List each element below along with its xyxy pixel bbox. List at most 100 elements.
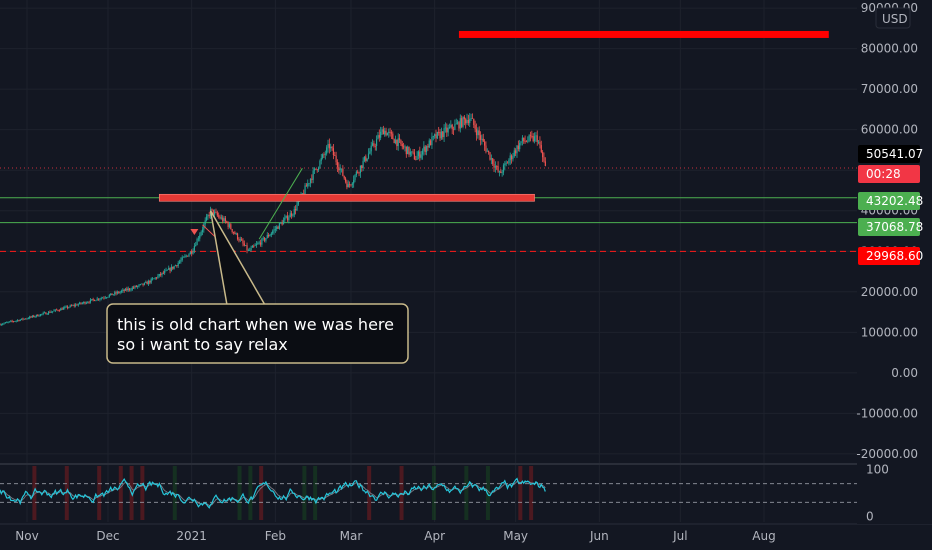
- candle-body-350: [471, 117, 474, 119]
- candle-body-14: [18, 320, 20, 321]
- candle-body-285: [384, 130, 386, 135]
- candle-body-401: [540, 145, 542, 153]
- annotation-callout[interactable]: this is old chart when we was here so i …: [106, 210, 409, 364]
- candle-body-33: [43, 312, 46, 314]
- candle-body-27: [35, 314, 38, 317]
- candle-body-207: [278, 222, 281, 229]
- candle-body-178: [239, 239, 241, 241]
- price-tick-label-7: 20000.00: [861, 285, 918, 299]
- candle-body-169: [227, 222, 229, 227]
- candle-body-281: [378, 135, 380, 138]
- candle-body-320: [431, 136, 433, 146]
- candle-body-59: [79, 302, 81, 305]
- candle-body-377: [508, 160, 510, 164]
- candle-body-392: [528, 135, 530, 141]
- candle-body-150: [201, 229, 204, 233]
- candle-body-23: [30, 316, 32, 318]
- candle-body-166: [223, 218, 225, 222]
- candle-body-294: [396, 139, 398, 147]
- candle-body-327: [440, 131, 442, 139]
- oscillator-pane[interactable]: [0, 466, 857, 520]
- candle-body-300: [404, 146, 406, 148]
- candle-body-246: [331, 146, 333, 149]
- candle-body-235: [316, 169, 318, 171]
- candle-body-365: [492, 158, 494, 164]
- candle-body-36: [47, 311, 50, 314]
- candle-body-141: [189, 251, 191, 255]
- candle-body-216: [290, 213, 293, 216]
- candle-body-333: [448, 127, 451, 129]
- candle-body-103: [138, 284, 140, 286]
- main-pane[interactable]: [0, 0, 932, 525]
- candle-body-106: [142, 283, 144, 285]
- chart-drawings: [158, 30, 829, 252]
- candle-body-43: [57, 310, 59, 311]
- candle-body-237: [319, 160, 321, 168]
- candle-body-79: [106, 297, 108, 299]
- oscillator-series: [0, 466, 857, 520]
- candle-body-292: [393, 139, 395, 144]
- candle-body-242: [326, 147, 328, 154]
- candle-body-15: [19, 319, 21, 321]
- candle-body-28: [37, 314, 39, 317]
- candle-body-86: [115, 292, 117, 294]
- candle-body-227: [305, 185, 308, 187]
- price-tag-bg-3: [858, 218, 920, 236]
- candle-body-122: [164, 270, 166, 274]
- candle-body-130: [174, 265, 177, 267]
- currency-button[interactable]: USD: [875, 7, 911, 29]
- candle-body-124: [166, 269, 168, 271]
- candle-body-364: [490, 158, 492, 160]
- candle-body-362: [488, 150, 490, 153]
- candle-body-85: [114, 292, 116, 295]
- candle-body-369: [497, 166, 499, 172]
- candle-body-87: [116, 291, 119, 294]
- candle-body-305: [411, 151, 413, 153]
- candle-body-67: [89, 299, 92, 303]
- candle-body-390: [525, 141, 528, 143]
- candle-body-317: [427, 146, 429, 148]
- candle-body-356: [479, 135, 482, 140]
- candle-body-110: [147, 280, 150, 285]
- candle-body-192: [258, 242, 260, 244]
- candle-body-203: [273, 229, 275, 232]
- candle-body-372: [501, 172, 503, 174]
- currency-button-bg: [875, 7, 911, 29]
- price-tick-label-11: -20000.00: [856, 447, 918, 461]
- time-tick-label-3: Feb: [265, 529, 286, 543]
- candle-body-382: [515, 150, 517, 154]
- candle-body-288: [388, 131, 390, 133]
- candle-body-153: [205, 216, 208, 221]
- candle-body-240: [323, 154, 325, 156]
- candle-body-232: [312, 170, 314, 180]
- price-axis[interactable]: 90000.0080000.0070000.0060000.0050000.00…: [856, 0, 932, 524]
- candle-body-328: [442, 131, 444, 138]
- candle-body-31: [41, 313, 43, 315]
- candle-body-352: [474, 125, 476, 130]
- candle-body-163: [219, 216, 221, 219]
- candle-body-109: [146, 282, 148, 285]
- candle-body-41: [54, 309, 56, 311]
- candle-body-167: [224, 218, 227, 222]
- candle-body-293: [394, 139, 397, 144]
- candle-body-131: [176, 265, 178, 267]
- candle-body-262: [353, 180, 355, 184]
- candle-body-1: [0, 324, 2, 326]
- candle-body-21: [27, 318, 29, 320]
- candle-body-112: [150, 278, 152, 283]
- candle-body-345: [465, 119, 467, 124]
- candle-body-404: [544, 161, 546, 166]
- candle-body-254: [342, 168, 344, 176]
- candle-body-54: [72, 305, 74, 306]
- candle-body-6: [7, 322, 9, 323]
- candle-body-299: [403, 146, 405, 148]
- candle-body-35: [46, 313, 48, 315]
- time-axis[interactable]: Nov Dec 2021 Feb Mar Apr May Jun Jul Aug: [15, 529, 775, 543]
- candle-body-160: [215, 211, 217, 213]
- candle-body-26: [34, 316, 36, 318]
- candle-body-396: [533, 136, 536, 142]
- candle-body-71: [95, 300, 97, 302]
- candle-body-230: [309, 178, 312, 184]
- candle-body-384: [517, 145, 519, 150]
